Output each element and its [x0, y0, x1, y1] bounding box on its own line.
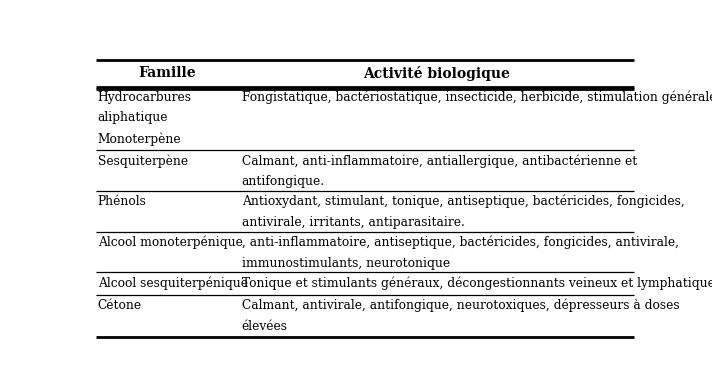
Text: Alcool monoterpénique: Alcool monoterpénique: [98, 236, 243, 249]
Text: Calmant, antivirale, antifongique, neurotoxiques, dépresseurs à doses
élevées: Calmant, antivirale, antifongique, neuro…: [241, 299, 679, 333]
Text: Antioxydant, stimulant, tonique, antiseptique, bactéricides, fongicides,
antivir: Antioxydant, stimulant, tonique, antisep…: [241, 195, 684, 229]
Text: Calmant, anti-inflammatoire, antiallergique, antibactérienne et
antifongique.: Calmant, anti-inflammatoire, antiallergi…: [241, 154, 637, 188]
Text: Fongistatique, bactériostatique, insecticide, herbicide, stimulation générale.: Fongistatique, bactériostatique, insecti…: [241, 91, 712, 104]
Text: Activité biologique: Activité biologique: [363, 66, 510, 81]
Text: , anti-inflammatoire, antiseptique, bactéricides, fongicides, antivirale,
immuno: , anti-inflammatoire, antiseptique, bact…: [241, 236, 679, 270]
Text: Famille: Famille: [138, 66, 196, 80]
Text: Alcool sesquiterpénique: Alcool sesquiterpénique: [98, 276, 248, 290]
Text: Hydrocarbures
aliphatique
Monoterpène: Hydrocarbures aliphatique Monoterpène: [98, 91, 192, 146]
Text: Cétone: Cétone: [98, 299, 142, 312]
Text: Tonique et stimulants généraux, décongestionnants veineux et lymphatique: Tonique et stimulants généraux, déconges…: [241, 276, 712, 290]
Text: Sesquiterpène: Sesquiterpène: [98, 154, 188, 168]
Text: Phénols: Phénols: [98, 195, 147, 208]
